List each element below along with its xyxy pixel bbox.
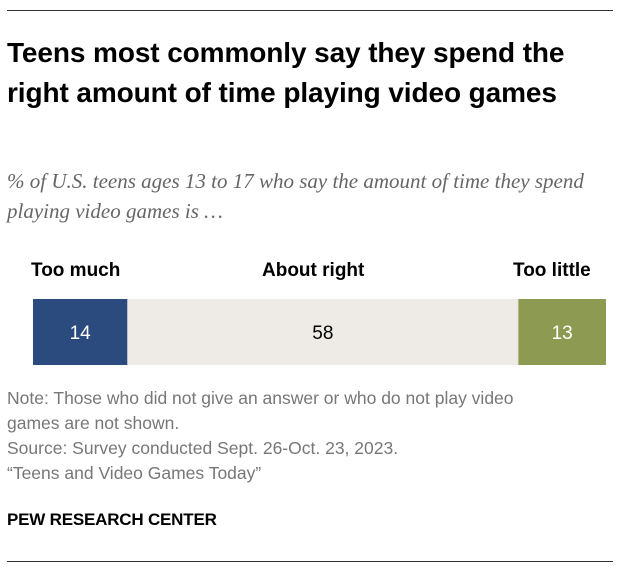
bar-segment-too-much bbox=[33, 299, 128, 365]
chart-title: Teens most commonly say they spend the r… bbox=[7, 37, 565, 108]
data-label-about-right: 58 bbox=[312, 323, 333, 344]
note-line-2: games are not shown. bbox=[7, 413, 180, 433]
organization-name: PEW RESEARCH CENTER bbox=[7, 510, 217, 529]
category-label-too-much: Too much bbox=[31, 260, 121, 281]
bottom-rule bbox=[7, 561, 613, 562]
stacked-bar-chart: 14 58 13 bbox=[33, 299, 606, 365]
top-rule bbox=[7, 10, 613, 11]
data-label-too-little: 13 bbox=[552, 323, 573, 344]
bar-segment-too-little bbox=[518, 299, 606, 365]
notes-block: Note: Those who did not give an answer o… bbox=[7, 386, 615, 486]
data-label-too-much: 14 bbox=[70, 323, 92, 344]
category-label-about-right: About right bbox=[262, 260, 365, 281]
bar-segment-about-right bbox=[127, 299, 519, 365]
chart-subtitle: % of U.S. teens ages 13 to 17 who say th… bbox=[7, 169, 584, 223]
source-line: Source: Survey conducted Sept. 26-Oct. 2… bbox=[7, 438, 399, 458]
category-label-too-little: Too little bbox=[513, 260, 591, 281]
report-title: “Teens and Video Games Today” bbox=[7, 463, 262, 483]
note-line-1: Note: Those who did not give an answer o… bbox=[7, 388, 514, 408]
